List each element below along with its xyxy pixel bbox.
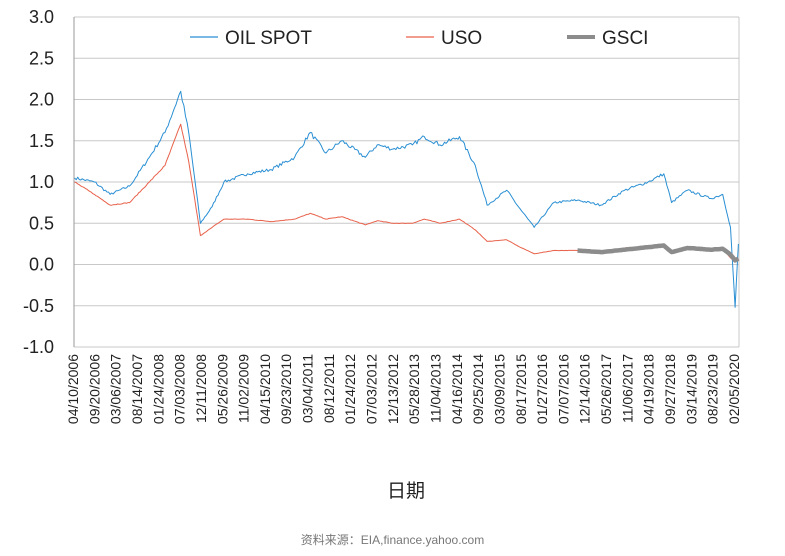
y-tick-label: -1.0 bbox=[23, 337, 54, 357]
series-line-oil-spot bbox=[74, 90, 739, 308]
x-tick-label: 07/03/2008 bbox=[172, 354, 188, 424]
x-tick-label: 01/24/2012 bbox=[342, 354, 358, 424]
x-tick-label: 12/13/2012 bbox=[385, 354, 401, 424]
x-tick-label: 11/02/2009 bbox=[236, 354, 252, 423]
x-tick-label: 11/06/2017 bbox=[619, 354, 635, 423]
x-tick-label: 09/20/2006 bbox=[86, 354, 102, 424]
legend-label: GSCI bbox=[602, 28, 648, 49]
source-note: 资料来源：EIA,finance.yahoo.com bbox=[300, 533, 485, 547]
x-tick-label: 09/23/2010 bbox=[278, 354, 294, 424]
x-tick-label: 07/07/2016 bbox=[555, 354, 571, 424]
x-tick-label: 09/27/2018 bbox=[662, 354, 678, 424]
y-axis: 3.0 2.5 2.0 1.5 1.0 0.5 0.0 -0.5 -1.0 bbox=[23, 7, 54, 357]
x-tick-label: 12/11/2008 bbox=[193, 354, 209, 423]
x-tick-label: 08/12/2011 bbox=[321, 354, 337, 423]
x-tick-label: 09/25/2014 bbox=[470, 354, 486, 424]
x-tick-label: 11/04/2013 bbox=[427, 354, 443, 423]
x-tick-label: 12/14/2016 bbox=[577, 354, 593, 424]
series-line-gsci bbox=[576, 243, 740, 263]
x-axis: 04/10/2006 09/20/2006 03/06/2007 08/14/2007… bbox=[65, 354, 742, 424]
x-tick-label: 04/19/2018 bbox=[641, 354, 657, 424]
x-tick-label: 04/16/2014 bbox=[449, 354, 465, 424]
x-tick-label: 05/28/2013 bbox=[406, 354, 422, 424]
series-layer bbox=[74, 90, 740, 308]
x-tick-label: 03/04/2011 bbox=[300, 354, 316, 423]
x-tick-label: 03/09/2015 bbox=[491, 354, 507, 424]
x-tick-label: 04/10/2006 bbox=[65, 354, 81, 424]
x-tick-label: 03/06/2007 bbox=[108, 354, 124, 424]
x-tick-label: 03/14/2019 bbox=[683, 354, 699, 424]
x-axis-label: 日期 bbox=[387, 480, 425, 502]
x-tick-label: 04/15/2010 bbox=[257, 354, 273, 424]
y-tick-label: 2.5 bbox=[29, 48, 54, 68]
legend: OIL SPOT USO GSCI bbox=[190, 28, 648, 49]
x-tick-label: 05/26/2017 bbox=[598, 354, 614, 424]
y-tick-label: -0.5 bbox=[23, 296, 54, 316]
x-tick-label: 05/26/2009 bbox=[214, 354, 230, 424]
y-tick-label: 1.0 bbox=[29, 172, 54, 192]
x-tick-label: 08/14/2007 bbox=[129, 354, 145, 424]
gridlines bbox=[73, 16, 740, 348]
y-tick-label: 1.5 bbox=[29, 131, 54, 151]
x-tick-label: 08/23/2019 bbox=[705, 354, 721, 424]
x-tick-label: 01/24/2008 bbox=[150, 354, 166, 424]
legend-label: OIL SPOT bbox=[225, 28, 312, 49]
y-tick-label: 2.0 bbox=[29, 90, 54, 110]
y-tick-label: 0.0 bbox=[29, 255, 54, 275]
legend-label: USO bbox=[441, 28, 482, 49]
x-tick-label: 08/17/2015 bbox=[513, 354, 529, 424]
y-tick-label: 0.5 bbox=[29, 213, 54, 233]
y-tick-label: 3.0 bbox=[29, 7, 54, 27]
x-tick-label: 07/03/2012 bbox=[364, 354, 380, 424]
x-tick-label: 02/05/2020 bbox=[726, 354, 742, 424]
x-tick-label: 01/27/2016 bbox=[534, 354, 550, 424]
